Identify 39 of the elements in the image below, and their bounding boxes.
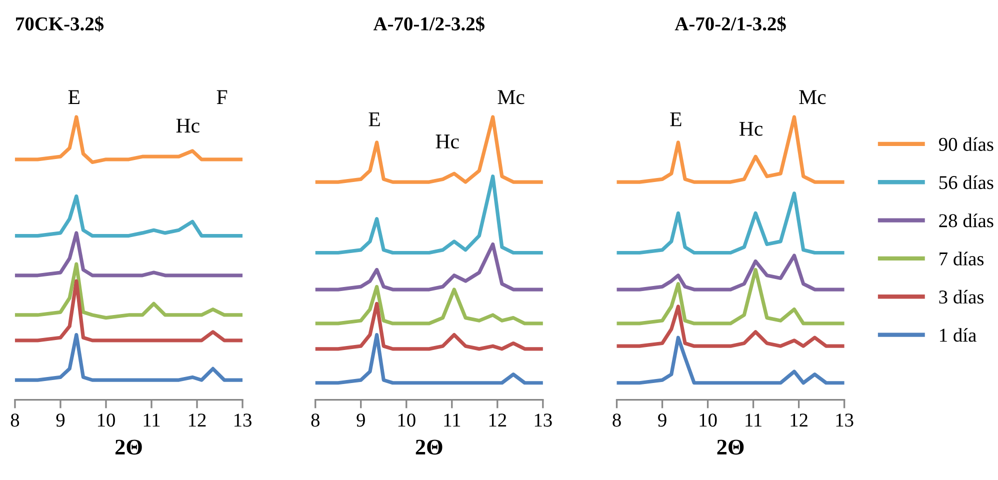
x-tick-label: 11 [444,414,460,427]
x-tick-label: 11 [144,414,160,427]
x-tick-label: 8 [612,414,621,427]
legend-label: 3 días [939,290,984,304]
x-tick-label: 10 [398,414,416,427]
x-tick-label: 8 [10,414,20,427]
x-axis-title: 2Θ [717,440,744,455]
chart-title: 70CK-3.2$ [16,16,104,32]
annotation: E [670,112,682,126]
text: Mc [799,90,826,104]
x-tick-label: 8 [311,414,320,427]
x-tick-label: 11 [746,414,762,427]
annotation: Hc [436,134,459,149]
annotation: Hc [739,122,763,136]
legend-label: 7 días [940,252,984,266]
x-tick-label: 9 [356,414,365,427]
annotation: E [368,112,380,126]
x-tick-label: 9 [56,414,65,427]
annotation: Hc [176,118,200,133]
legend-label: 56 días [939,175,994,190]
x-axis-title: 2Θ [416,440,442,455]
chart-title: A-70-2/1-3.2$ [674,16,786,32]
legend-label: 1 día [940,328,976,342]
legend-label: 90 días [938,137,994,151]
x-tick-label: 10 [98,414,115,427]
legend-label: 28 días [939,214,994,228]
x-tick-label: 12 [489,414,506,427]
chart-title: A-70-1/2-3.2$ [373,16,484,32]
x-tick-label: 9 [658,414,666,427]
x-tick-label: 12 [790,414,808,427]
x-tick-label: 13 [534,414,552,427]
text: F [216,90,228,104]
x-tick-label: 13 [836,414,854,427]
text: Mc [498,90,524,104]
x-tick-label: 12 [188,414,206,427]
text: E [68,90,80,104]
x-tick-label: 13 [234,414,252,427]
x-axis-title: 2Θ [115,440,142,455]
x-tick-label: 10 [700,414,717,427]
